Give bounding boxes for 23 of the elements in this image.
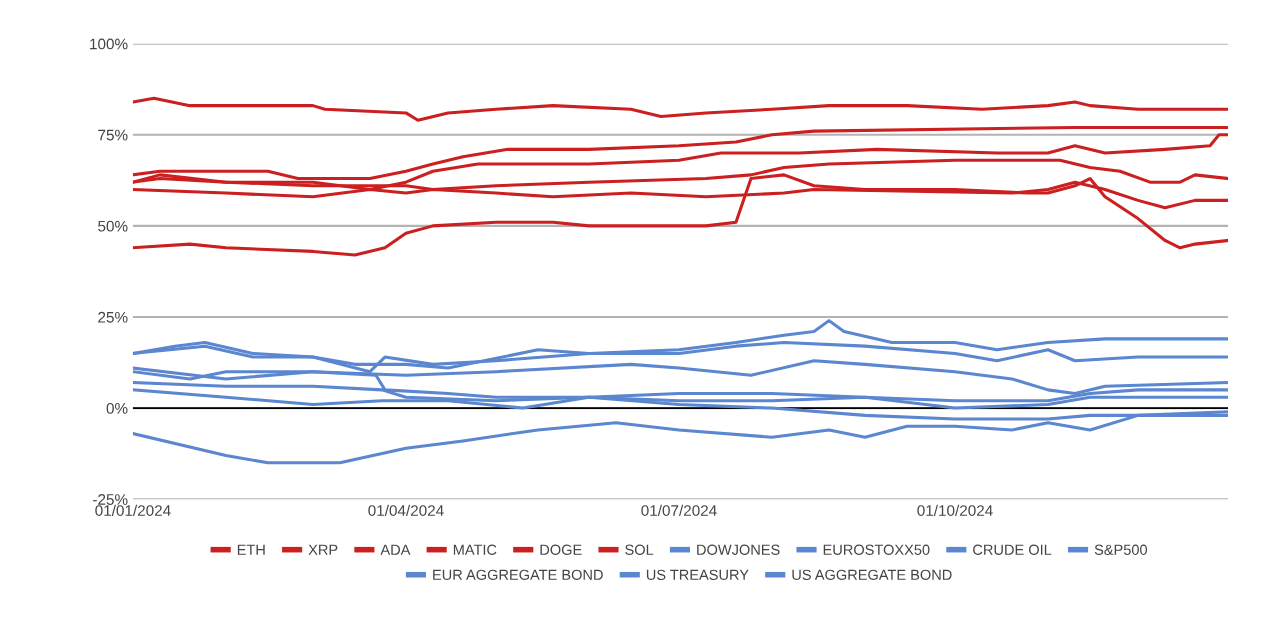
legend-label: S&P500	[1094, 544, 1148, 555]
y-tick-label: -25%	[93, 494, 128, 505]
y-tick-label: 25%	[98, 311, 128, 323]
y-tick-label: 100%	[90, 38, 128, 50]
x-tick-label: 01/10/2024	[917, 504, 993, 516]
legend-label: EUROSTOXX50	[823, 544, 930, 555]
legend-label: ETH	[237, 544, 265, 555]
x-tick-label: 01/04/2024	[368, 504, 444, 516]
legend-label: ADA	[380, 544, 411, 555]
legend-label: EUR AGGREGATE BOND	[433, 569, 603, 580]
legend-label: CRUDE OIL	[973, 544, 1052, 555]
legend-label: US AGGREGATE BOND	[792, 569, 952, 580]
legend-label: XRP	[308, 544, 338, 555]
legend-label: MATIC	[453, 544, 497, 555]
y-tick-label: 75%	[98, 129, 128, 141]
legend-label: DOGE	[540, 544, 582, 555]
x-tick-label: 01/01/2024	[95, 504, 171, 516]
legend-label: DOWJONES	[697, 544, 780, 555]
legend-label: US TREASURY	[646, 569, 749, 580]
legend-label: SOL	[625, 544, 654, 555]
y-tick-label: 0%	[106, 402, 128, 414]
x-tick-label: 01/07/2024	[641, 504, 717, 516]
y-tick-label: 50%	[98, 220, 128, 232]
